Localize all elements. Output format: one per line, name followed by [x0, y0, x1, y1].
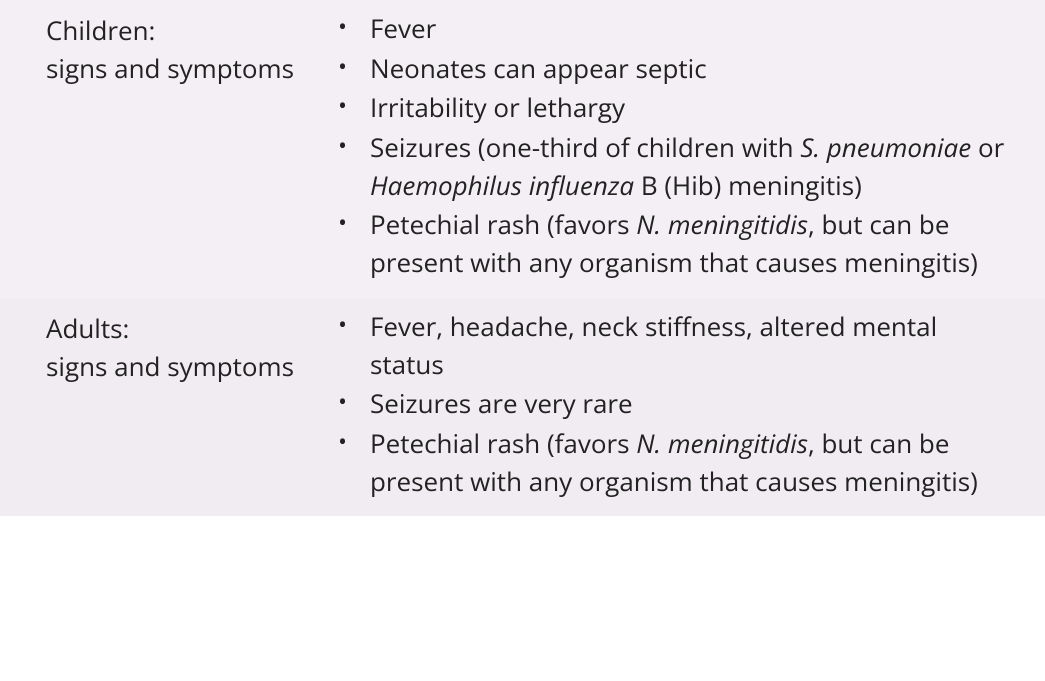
- list-item: Irritability or lethargy: [334, 89, 1017, 127]
- signs-symptoms-table: Children:signs and symptomsFeverNeonates…: [0, 0, 1045, 516]
- label-line2: signs and symptoms: [46, 50, 334, 88]
- label-line1: Adults:: [46, 310, 334, 348]
- content-children: FeverNeonates can appear septicIrritabil…: [334, 10, 1017, 284]
- bullet-list: FeverNeonates can appear septicIrritabil…: [334, 10, 1017, 282]
- label-line1: Children:: [46, 12, 334, 50]
- list-item: Petechial rash (favors N. meningitidis, …: [334, 206, 1017, 281]
- label-adults: Adults:signs and symptoms: [46, 308, 334, 502]
- row-adults: Adults:signs and symptomsFever, headache…: [0, 298, 1045, 516]
- list-item: Seizures are very rare: [334, 385, 1017, 423]
- list-item: Petechial rash (favors N. meningitidis, …: [334, 425, 1017, 500]
- bullet-list: Fever, headache, neck stiffness, altered…: [334, 308, 1017, 500]
- list-item: Seizures (one-third of children with S. …: [334, 129, 1017, 204]
- label-children: Children:signs and symptoms: [46, 10, 334, 284]
- list-item: Fever, headache, neck stiffness, altered…: [334, 308, 1017, 383]
- label-line2: signs and symptoms: [46, 348, 334, 386]
- list-item: Neonates can appear septic: [334, 50, 1017, 88]
- content-adults: Fever, headache, neck stiffness, altered…: [334, 308, 1017, 502]
- list-item: Fever: [334, 10, 1017, 48]
- row-children: Children:signs and symptomsFeverNeonates…: [0, 0, 1045, 298]
